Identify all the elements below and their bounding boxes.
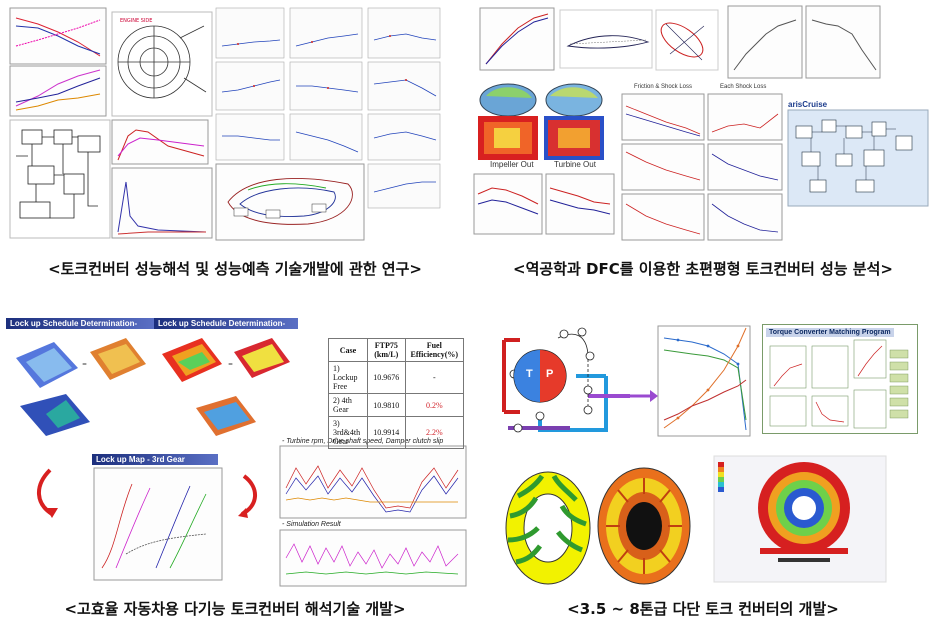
table-header-row: Case FTP75 (km/L) Fuel Efficiency(%)	[328, 338, 465, 362]
dfc-analysis-collage	[473, 5, 929, 241]
banner-lockup-map: Lock up Map - 3rd Gear	[92, 454, 218, 465]
table-cell-case: 3) 3rd&4th Gear	[328, 416, 368, 449]
banner-vehicle-acceleration: Lock up Schedule Determination-Vehicle A…	[6, 318, 154, 339]
fuel-efficiency-table: Case FTP75 (km/L) Fuel Efficiency(%) 1) …	[328, 338, 465, 449]
table-cell-ftp: 10.9914	[367, 416, 406, 449]
table-row: 2) 4th Gear 10.9810 0.2%	[328, 393, 465, 417]
table-cell-case: 2) 4th Gear	[328, 393, 368, 417]
caption-lockup-schedule: <고효율 자동차용 다기능 토크컨버터 해석기술 개발>	[64, 600, 406, 618]
tcm-program-title: Torque Converter Matching Program	[766, 328, 894, 337]
ariscruise-logo: arisCruise	[788, 100, 828, 109]
table-header-fuel-efficiency: Fuel Efficiency(%)	[404, 338, 465, 362]
table-cell-eff: 0.2%	[404, 393, 465, 417]
simulation-result-title: - Simulation Result	[282, 521, 341, 528]
table-row: 1) Lockup Free 10.9676 -	[328, 361, 465, 394]
svg-text:=: =	[82, 361, 87, 368]
table-cell-case: 1) Lockup Free	[328, 361, 368, 394]
turbine-out-label: Turbine Out	[554, 160, 596, 169]
each-shock-loss-title: Each Shock Loss	[720, 84, 767, 90]
table-header-case: Case	[328, 338, 368, 362]
friction-shock-loss-title: Friction & Shock Loss	[634, 84, 693, 90]
panel-multistage-converter: T P Torque Converter Matching Program	[478, 310, 934, 594]
table-row: 3) 3rd&4th Gear 10.9914 2.2%	[328, 416, 465, 449]
caption-multistage-converter: <3.5 ~ 8톤급 다단 토크 컨버터의 개발>	[567, 600, 839, 618]
banner-fuel-consumption: Lock up Schedule Determination-Fuel Cons…	[154, 318, 298, 339]
table-cell-ftp: 10.9810	[367, 393, 406, 417]
tcm-program-window: Torque Converter Matching Program	[762, 324, 918, 434]
table-cell-eff: -	[404, 361, 465, 394]
svg-text:=: =	[228, 361, 233, 368]
lockup-surface-plots: = =	[16, 338, 467, 587]
node-label-t: T	[526, 368, 533, 380]
panel-performance-prediction: ENGINE SIDE	[8, 6, 448, 244]
caption-reverse-engineering-dfc: <역공학과 DFC를 이용한 초편평형 토크컨버터 성능 분석>	[513, 260, 893, 278]
panel-reverse-engineering-dfc: Impeller Out Turbine Out Friction & Shoc…	[466, 4, 932, 248]
converter-network-diagram	[502, 325, 909, 585]
caption-performance-prediction: <토크컨버터 성능해석 및 성능예측 기술개발에 관한 연구>	[48, 260, 422, 278]
node-label-p: P	[546, 368, 554, 380]
svg-text:ENGINE SIDE: ENGINE SIDE	[120, 18, 152, 24]
impeller-out-label: Impeller Out	[490, 160, 534, 169]
performance-figures-collage: ENGINE SIDE	[9, 7, 441, 241]
panel-lockup-schedule: Lock up Schedule Determination-Vehicle A…	[6, 318, 468, 588]
table-cell-ftp: 10.9676	[367, 361, 406, 394]
table-cell-eff: 2.2%	[404, 416, 465, 449]
table-header-ftp75: FTP75 (km/L)	[367, 338, 406, 362]
